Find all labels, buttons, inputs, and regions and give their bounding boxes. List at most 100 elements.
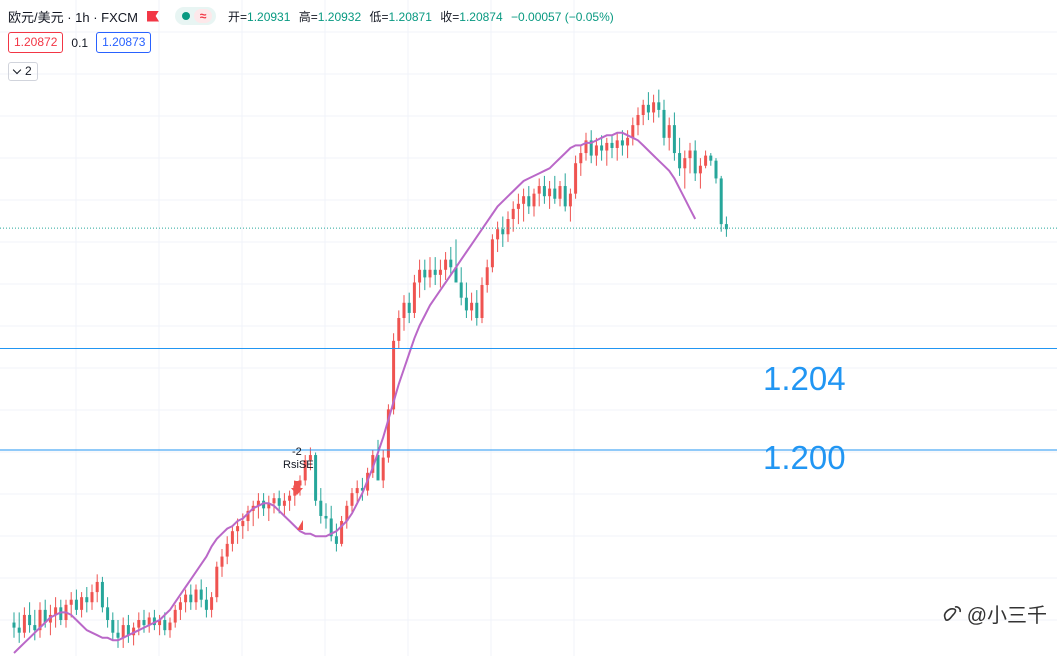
candle-body: [132, 627, 136, 636]
candle: [464, 282, 468, 319]
candle-body: [714, 160, 718, 179]
candle-body: [501, 229, 505, 235]
candle: [225, 536, 229, 565]
candle-body: [558, 186, 562, 199]
candle-body: [152, 617, 156, 626]
candle: [428, 257, 432, 288]
candle: [194, 584, 198, 610]
weibo-logo-icon: [943, 605, 961, 621]
candle-body: [527, 196, 531, 207]
approx-icon: ≈: [194, 9, 213, 23]
candle: [69, 592, 73, 618]
candle: [199, 579, 203, 608]
candle-body: [210, 597, 214, 610]
candle-body: [641, 104, 645, 115]
candle-body: [111, 620, 115, 633]
candle-body: [506, 219, 510, 235]
candle: [704, 150, 708, 169]
candle-body: [709, 155, 713, 161]
candle-body: [215, 566, 219, 598]
indicators-toggle-button[interactable]: 2: [8, 62, 38, 81]
candle: [142, 609, 146, 633]
candle-body: [480, 285, 484, 319]
candle-body: [392, 340, 396, 410]
candle-body: [12, 622, 16, 628]
candle-body: [548, 188, 552, 197]
candle-body: [272, 498, 276, 504]
moving-average-line: [13, 131, 697, 654]
candle-body: [537, 186, 541, 194]
candle: [350, 488, 354, 514]
candle-body: [163, 620, 167, 631]
candle: [12, 612, 16, 638]
candle: [121, 617, 125, 648]
candle: [485, 259, 489, 293]
sell-signal-arrow-icon: [291, 481, 303, 495]
candle: [610, 135, 614, 159]
candle: [600, 135, 604, 161]
low-label: 低=: [369, 9, 389, 24]
candle: [106, 597, 110, 628]
candle: [423, 259, 427, 291]
candle-body: [402, 302, 406, 319]
candle-body: [116, 632, 120, 638]
candle: [620, 130, 624, 156]
candle-body: [137, 620, 141, 628]
candle-body: [724, 224, 728, 230]
candle: [85, 587, 89, 613]
status-pill[interactable]: ≈: [175, 7, 217, 25]
candle-body: [652, 102, 656, 113]
candle-body: [178, 602, 182, 610]
candle-body: [444, 259, 448, 270]
candle: [652, 94, 656, 123]
candle: [631, 117, 635, 146]
candle: [95, 574, 99, 603]
candle-body: [610, 142, 614, 148]
candle-body: [303, 460, 307, 481]
buy-button[interactable]: 1.20873: [96, 32, 152, 53]
trade-row: 1.20872 0.1 1.20873: [8, 32, 152, 53]
candle: [553, 175, 557, 204]
candle: [360, 477, 364, 501]
symbol-title[interactable]: 欧元/美元 · 1h · FXCM: [8, 9, 139, 25]
candle-body: [308, 455, 312, 461]
candle: [220, 548, 224, 577]
candle-body: [256, 500, 260, 506]
candle-body: [220, 556, 224, 567]
candle-body: [376, 455, 380, 481]
candle-body: [282, 500, 286, 506]
candle: [282, 493, 286, 516]
candle: [137, 612, 141, 636]
candle-body: [459, 282, 463, 298]
candle: [449, 246, 453, 275]
candle: [714, 158, 718, 184]
candle: [470, 292, 474, 321]
high-label: 高=: [298, 9, 318, 24]
candle: [178, 597, 182, 621]
candle-body: [568, 193, 572, 207]
sell-button[interactable]: 1.20872: [8, 32, 64, 53]
candle: [605, 137, 609, 166]
candle-body: [449, 259, 453, 268]
candle-body: [184, 594, 188, 603]
candle: [345, 500, 349, 529]
candle: [230, 526, 234, 552]
candle-body: [542, 186, 546, 197]
candle: [672, 112, 676, 161]
candle-body: [225, 543, 229, 557]
candle: [303, 455, 307, 486]
candle: [444, 252, 448, 280]
candle-body: [631, 125, 635, 138]
signal-markers: [291, 481, 303, 530]
candle: [355, 480, 359, 504]
signal-marker-icon: [297, 520, 303, 530]
flag-icon[interactable]: [147, 11, 159, 22]
candle-body: [522, 196, 526, 204]
candle: [308, 447, 312, 471]
candle-body: [59, 607, 63, 621]
candle-body: [319, 500, 323, 516]
candle-body: [407, 302, 411, 313]
candle: [28, 602, 32, 633]
candle: [262, 493, 266, 516]
